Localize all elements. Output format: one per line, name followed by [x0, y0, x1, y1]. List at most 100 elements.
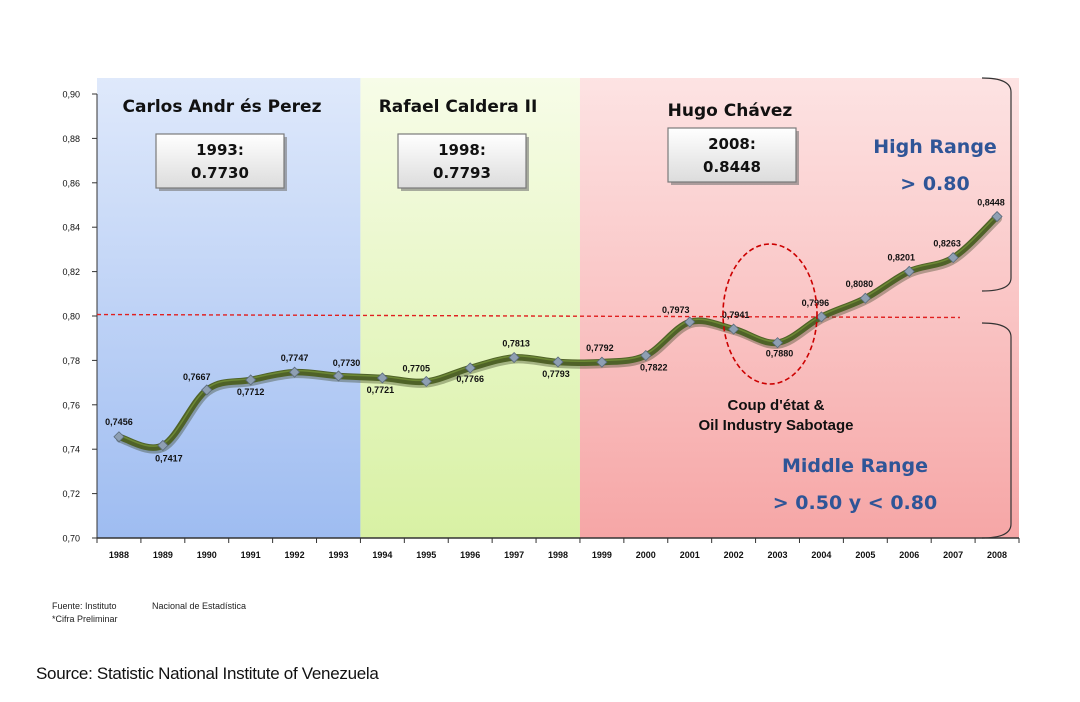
- data-label: 0,7996: [802, 298, 830, 308]
- data-label: 0,7792: [586, 343, 614, 353]
- x-tick-label: 1992: [285, 550, 305, 560]
- x-tick-label: 2000: [636, 550, 656, 560]
- data-point-marker: [332, 370, 345, 382]
- data-point-marker: [464, 362, 476, 374]
- data-point-marker: [815, 311, 827, 323]
- y-tick-label: 0,76: [62, 400, 80, 410]
- x-tick-label: 1991: [241, 550, 261, 560]
- x-tick-label: 1999: [592, 550, 612, 560]
- x-tick-label: 1994: [372, 550, 392, 560]
- period-box-year: 1998:: [438, 141, 486, 159]
- high-range-bracket: [981, 77, 1012, 292]
- data-point-marker: [640, 349, 652, 362]
- y-tick-label: 0,70: [62, 534, 80, 544]
- data-label: 0,7705: [403, 363, 431, 373]
- period-band-2: [579, 78, 1019, 538]
- data-point-marker: [947, 252, 959, 264]
- data-point-marker: [289, 366, 301, 378]
- data-label: 0,7880: [766, 349, 794, 359]
- period-box-year: 1993:: [196, 141, 244, 159]
- data-point-marker: [420, 375, 432, 388]
- x-tick-label: 2007: [943, 550, 963, 560]
- data-label: 0,7667: [183, 372, 211, 382]
- data-label: 0,8201: [887, 252, 915, 262]
- y-tick-label: 0,90: [62, 90, 80, 100]
- y-tick-label: 0,78: [62, 356, 80, 366]
- period-box-value: 0.7793: [433, 164, 491, 182]
- x-tick-label: 1997: [504, 550, 524, 560]
- x-tick-label: 1990: [197, 550, 217, 560]
- data-label: 0,7730: [333, 358, 361, 368]
- data-label: 0,7941: [722, 310, 750, 320]
- y-tick-label: 0,86: [62, 178, 80, 188]
- data-label: 0,7813: [502, 339, 530, 349]
- data-label: 0,7417: [155, 453, 183, 463]
- data-point-marker: [991, 210, 1003, 223]
- data-point-marker: [596, 356, 608, 368]
- data-label: 0,8080: [846, 279, 874, 289]
- data-point-marker: [859, 292, 871, 304]
- data-point-marker: [245, 374, 257, 386]
- high-range-title: High Range: [873, 136, 997, 158]
- middle-range-bracket: [981, 322, 1012, 539]
- middle-range-title: Middle Range: [782, 455, 928, 477]
- x-tick-label: 2001: [680, 550, 700, 560]
- x-tick-label: 1995: [416, 550, 436, 560]
- x-tick-label: 1996: [460, 550, 480, 560]
- period-box-year: 2008:: [708, 135, 756, 153]
- high-range-value: > 0.80: [900, 173, 969, 195]
- data-point-marker: [201, 384, 213, 396]
- x-tick-label: 2002: [724, 550, 744, 560]
- x-tick-label: 2006: [899, 550, 919, 560]
- data-label: 0,7712: [237, 387, 265, 397]
- y-tick-label: 0,84: [62, 223, 80, 233]
- x-tick-label: 2008: [987, 550, 1007, 560]
- period-box: [667, 127, 797, 183]
- y-tick-label: 0,80: [62, 312, 80, 322]
- data-label: 0,8263: [933, 239, 961, 249]
- x-tick-label: 1989: [153, 550, 173, 560]
- y-tick-label: 0,72: [62, 489, 80, 499]
- data-point-marker: [903, 265, 915, 277]
- period-title: Carlos Andr és Perez: [123, 97, 322, 117]
- data-label: 0,7822: [640, 363, 668, 373]
- data-point-marker: [728, 323, 740, 335]
- x-tick-label: 2004: [811, 550, 831, 560]
- period-box: [397, 133, 527, 189]
- data-point-marker: [157, 439, 169, 451]
- y-tick-label: 0,74: [62, 445, 80, 455]
- source-caption: Source: Statistic National Institute of …: [36, 664, 379, 683]
- x-tick-label: 1988: [109, 550, 129, 560]
- data-point-marker: [684, 316, 696, 328]
- data-label: 0,7973: [662, 305, 690, 315]
- coup-annotation-line1: Coup d'état &: [728, 397, 825, 414]
- data-point-marker: [771, 337, 784, 349]
- source-note-fuente: Fuente: Instituto: [52, 601, 117, 611]
- period-title: Hugo Chávez: [668, 101, 793, 121]
- data-point-marker: [376, 372, 388, 384]
- y-tick-label: 0,82: [62, 267, 80, 277]
- data-label: 0,7747: [281, 353, 309, 363]
- period-box-value: 0.7730: [191, 164, 249, 182]
- middle-range-value: > 0.50 y < 0.80: [773, 492, 937, 514]
- data-point-marker: [113, 431, 125, 443]
- data-point-marker: [508, 351, 520, 364]
- y-tick-label: 0,88: [62, 134, 80, 144]
- period-box-value: 0.8448: [703, 158, 761, 176]
- x-tick-label: 1998: [548, 550, 568, 560]
- data-label: 0,7766: [456, 374, 484, 384]
- data-label: 0,7793: [542, 369, 570, 379]
- preliminary-note: *Cifra Preliminar: [52, 614, 118, 624]
- period-title: Rafael Caldera II: [379, 97, 538, 117]
- coup-annotation-line2: Oil Industry Sabotage: [698, 417, 853, 434]
- data-label: 0,7721: [367, 385, 395, 395]
- x-tick-label: 2003: [768, 550, 788, 560]
- period-box: [155, 133, 285, 189]
- x-tick-label: 1993: [328, 550, 348, 560]
- coup-highlight-ellipse: [722, 243, 818, 385]
- data-label: 0,7456: [105, 417, 133, 427]
- data-point-marker: [552, 356, 564, 368]
- threshold-line: [96, 313, 961, 319]
- x-tick-label: 2005: [855, 550, 875, 560]
